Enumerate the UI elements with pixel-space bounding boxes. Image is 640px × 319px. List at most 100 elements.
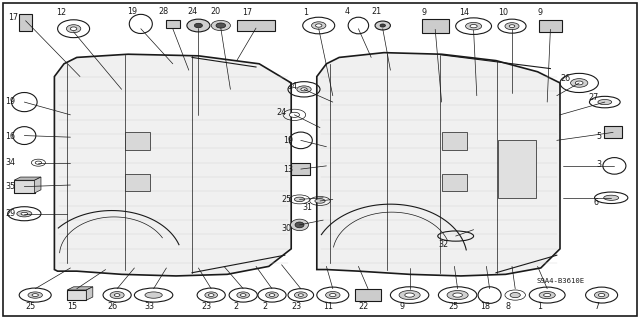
Text: 9: 9 — [400, 302, 405, 311]
Ellipse shape — [470, 25, 477, 28]
Bar — [442, 174, 467, 191]
Ellipse shape — [297, 86, 311, 93]
Ellipse shape — [17, 211, 32, 217]
Bar — [422, 19, 449, 33]
Text: 9: 9 — [421, 8, 426, 17]
Text: 34: 34 — [5, 158, 15, 167]
Polygon shape — [14, 177, 41, 180]
Text: 8: 8 — [506, 302, 511, 311]
Ellipse shape — [187, 19, 210, 32]
Ellipse shape — [32, 294, 38, 296]
Text: 32: 32 — [438, 240, 449, 249]
Text: 13: 13 — [283, 165, 293, 174]
Ellipse shape — [205, 292, 218, 298]
Ellipse shape — [598, 100, 612, 105]
Ellipse shape — [216, 23, 226, 28]
Text: 25: 25 — [282, 195, 292, 204]
Text: 25: 25 — [448, 302, 458, 311]
Ellipse shape — [115, 294, 120, 296]
Text: 26: 26 — [108, 302, 118, 311]
Ellipse shape — [294, 197, 305, 202]
Text: 2: 2 — [262, 302, 268, 311]
Ellipse shape — [575, 81, 583, 85]
Bar — [498, 140, 536, 198]
Ellipse shape — [404, 293, 415, 297]
Text: 35: 35 — [5, 182, 15, 191]
Bar — [166, 20, 180, 28]
Ellipse shape — [195, 23, 202, 28]
Polygon shape — [35, 177, 41, 193]
Ellipse shape — [301, 88, 307, 91]
Ellipse shape — [291, 219, 308, 231]
Polygon shape — [317, 53, 560, 276]
Ellipse shape — [595, 292, 609, 299]
Ellipse shape — [326, 292, 340, 299]
Text: 21: 21 — [371, 7, 381, 16]
Ellipse shape — [21, 212, 28, 215]
Ellipse shape — [380, 24, 385, 27]
Text: 14: 14 — [287, 82, 297, 91]
Bar — [125, 132, 150, 150]
Ellipse shape — [543, 293, 551, 297]
Text: 4: 4 — [344, 7, 349, 16]
Text: 15: 15 — [67, 302, 77, 311]
Ellipse shape — [539, 292, 556, 299]
Ellipse shape — [289, 112, 300, 117]
Ellipse shape — [598, 293, 605, 297]
Ellipse shape — [399, 291, 420, 300]
Ellipse shape — [237, 292, 250, 298]
Text: S9A4-B3610E: S9A4-B3610E — [536, 278, 584, 284]
Text: 19: 19 — [283, 136, 293, 145]
Text: 19: 19 — [5, 97, 15, 106]
Ellipse shape — [375, 21, 390, 30]
Text: 11: 11 — [323, 302, 333, 311]
Ellipse shape — [509, 25, 515, 27]
Text: 9: 9 — [538, 8, 543, 17]
Bar — [125, 174, 150, 191]
Polygon shape — [86, 287, 93, 300]
Ellipse shape — [241, 294, 246, 296]
Bar — [237, 20, 275, 31]
Text: 12: 12 — [56, 8, 67, 17]
Ellipse shape — [110, 292, 124, 299]
Ellipse shape — [266, 292, 278, 298]
Ellipse shape — [145, 292, 163, 298]
Text: 22: 22 — [358, 302, 369, 311]
Text: 28: 28 — [159, 7, 169, 16]
Bar — [604, 126, 622, 138]
Ellipse shape — [209, 294, 214, 296]
Text: 10: 10 — [498, 8, 508, 17]
Ellipse shape — [35, 161, 42, 164]
Text: 7: 7 — [594, 302, 599, 311]
Bar — [67, 290, 86, 300]
Ellipse shape — [571, 79, 588, 87]
Polygon shape — [67, 287, 93, 290]
Text: 29: 29 — [5, 209, 15, 218]
Ellipse shape — [269, 294, 275, 296]
Text: 3: 3 — [596, 160, 602, 169]
Text: 16: 16 — [5, 132, 15, 141]
Text: 31: 31 — [302, 203, 312, 212]
Ellipse shape — [453, 293, 463, 297]
Text: 33: 33 — [144, 302, 154, 311]
Text: 30: 30 — [282, 224, 292, 233]
Ellipse shape — [295, 222, 304, 228]
Ellipse shape — [465, 22, 482, 30]
Polygon shape — [54, 54, 291, 276]
Text: 1: 1 — [303, 8, 308, 17]
Text: 5: 5 — [596, 132, 602, 141]
Text: 24: 24 — [187, 7, 197, 16]
Text: 27: 27 — [589, 93, 599, 102]
Text: 6: 6 — [594, 198, 599, 207]
Text: 20: 20 — [210, 7, 220, 16]
Ellipse shape — [312, 22, 326, 29]
Ellipse shape — [67, 25, 81, 33]
Text: 14: 14 — [460, 8, 470, 17]
Text: 23: 23 — [202, 302, 212, 311]
Text: 19: 19 — [127, 7, 137, 16]
Text: 1: 1 — [538, 302, 543, 311]
Bar — [19, 13, 32, 31]
Bar — [14, 180, 35, 193]
Text: 26: 26 — [560, 74, 570, 83]
Ellipse shape — [316, 24, 322, 27]
